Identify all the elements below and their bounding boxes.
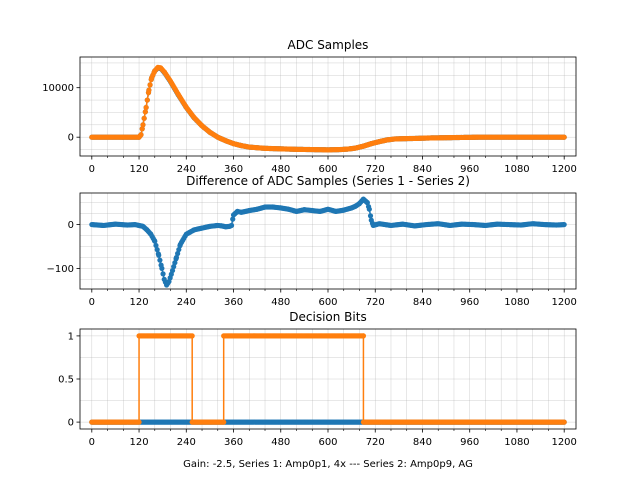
x-tick-label: 600 — [318, 297, 337, 308]
data-point — [360, 333, 367, 339]
plot-area — [89, 333, 567, 425]
x-tick-label: 1200 — [551, 437, 576, 448]
data-point — [136, 419, 142, 425]
x-tick-label: 480 — [271, 437, 290, 448]
data-point — [364, 200, 370, 206]
data-point — [142, 109, 148, 115]
panel-title: Difference of ADC Samples (Series 1 - Se… — [186, 174, 470, 188]
data-point — [141, 115, 147, 121]
difference-panel: Difference of ADC Samples (Series 1 - Se… — [47, 174, 577, 308]
data-point — [139, 126, 145, 132]
x-tick-label: 0 — [89, 164, 95, 175]
y-tick-label: −100 — [47, 264, 74, 275]
x-tick-label: 720 — [366, 437, 385, 448]
data-point — [366, 206, 372, 212]
series-2 — [89, 333, 567, 425]
data-point — [173, 254, 180, 261]
y-tick-label: 0 — [68, 418, 74, 429]
data-point — [561, 221, 567, 228]
series-1 — [89, 196, 567, 288]
data-point — [159, 265, 165, 271]
x-tick-label: 0 — [89, 437, 95, 448]
y-tick-label: 0 — [68, 133, 74, 144]
data-point — [189, 333, 195, 339]
data-point — [138, 132, 144, 138]
plot-area — [89, 64, 567, 153]
x-tick-label: 960 — [460, 297, 479, 308]
decision-bits-panel: Decision Bits 0 120 240 360 480 600 720 840 960 1… — [58, 310, 577, 448]
y-tick-label: 1 — [68, 331, 74, 342]
x-tick-label: 1080 — [504, 297, 529, 308]
x-tick-label: 960 — [460, 437, 479, 448]
panel-title: ADC Samples — [288, 38, 369, 52]
data-point — [561, 419, 567, 425]
data-point — [175, 250, 181, 257]
data-point — [144, 97, 150, 103]
plot-area — [89, 196, 567, 288]
data-point — [561, 134, 567, 140]
x-tick-label: 720 — [366, 164, 385, 175]
data-point — [169, 267, 176, 274]
data-point — [156, 252, 162, 258]
data-point — [228, 222, 235, 229]
x-tick-label: 1200 — [551, 164, 576, 175]
x-tick-label: 0 — [89, 297, 95, 308]
data-point — [230, 216, 236, 222]
data-point — [146, 87, 152, 93]
x-tick-label: 840 — [413, 437, 432, 448]
data-point — [160, 271, 166, 277]
data-point — [152, 238, 158, 244]
x-tick-label: 120 — [130, 297, 149, 308]
x-tick-label: 240 — [177, 164, 196, 175]
data-point — [147, 82, 153, 88]
panel-title: Decision Bits — [289, 310, 366, 324]
y-tick-label: 0.5 — [58, 375, 74, 386]
x-tick-label: 360 — [224, 297, 243, 308]
data-point — [172, 260, 178, 266]
x-tick-label: 840 — [413, 164, 432, 175]
data-point — [143, 104, 149, 111]
x-tick-label: 1080 — [504, 437, 529, 448]
data-point — [367, 213, 374, 219]
x-tick-label: 120 — [130, 164, 149, 175]
y-tick-label: 0 — [68, 220, 74, 231]
data-point — [171, 264, 177, 270]
figure-xlabel: Gain: -2.5, Series 1: Amp0p1, 4x --- Ser… — [183, 459, 473, 470]
x-tick-label: 600 — [318, 437, 337, 448]
series-2 — [89, 64, 567, 153]
x-tick-label: 1200 — [551, 297, 576, 308]
y-tick-label: 10000 — [42, 83, 74, 94]
x-tick-label: 720 — [366, 297, 385, 308]
x-tick-label: 360 — [224, 164, 243, 175]
data-point — [157, 257, 163, 263]
data-point — [176, 246, 182, 253]
x-tick-label: 960 — [460, 164, 479, 175]
data-point — [154, 247, 160, 253]
x-tick-label: 240 — [177, 297, 196, 308]
x-tick-label: 600 — [318, 164, 337, 175]
adc-samples-panel: ADC Samples 0 120 240 360 480 600 720 840 960 108… — [42, 38, 577, 175]
x-tick-label: 480 — [271, 297, 290, 308]
x-tick-label: 360 — [224, 437, 243, 448]
x-tick-label: 120 — [130, 437, 149, 448]
x-tick-label: 840 — [413, 297, 432, 308]
data-point — [221, 419, 227, 425]
x-tick-label: 480 — [271, 164, 290, 175]
x-tick-label: 240 — [177, 437, 196, 448]
data-point — [140, 122, 146, 128]
grid — [80, 329, 576, 429]
x-tick-label: 1080 — [504, 164, 529, 175]
data-point — [153, 242, 159, 249]
